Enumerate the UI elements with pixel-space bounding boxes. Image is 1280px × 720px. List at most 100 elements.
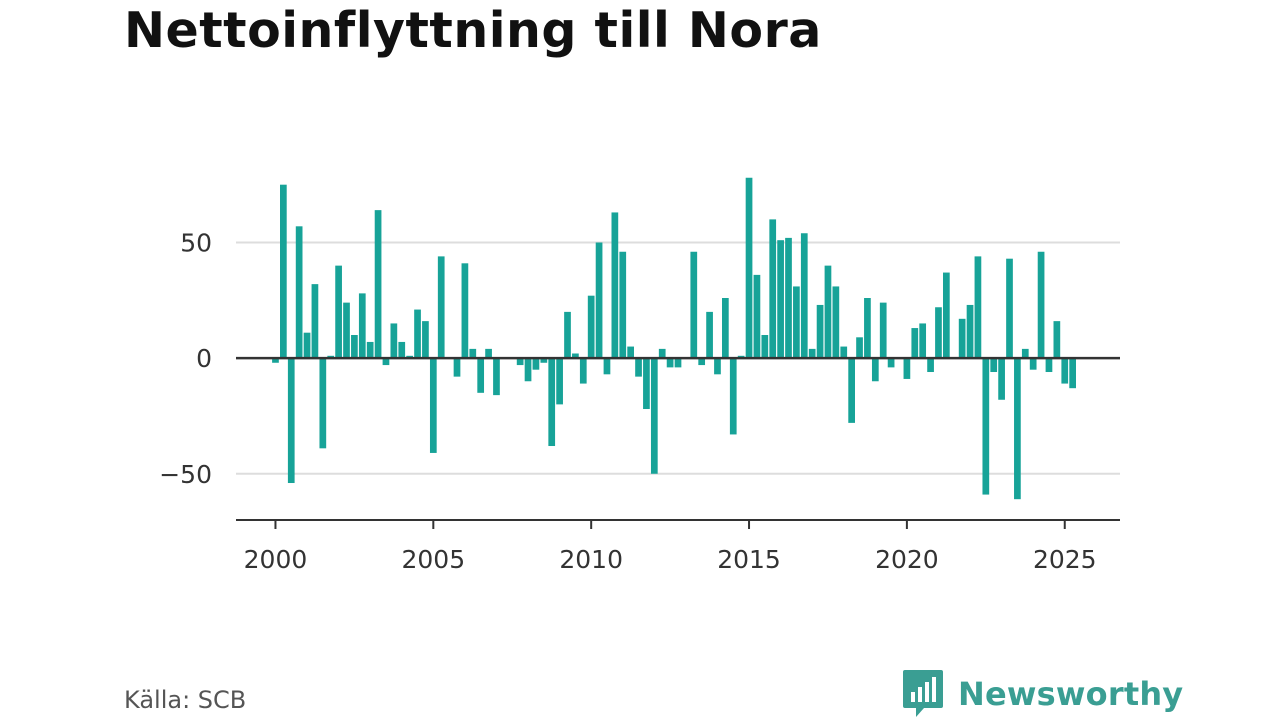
bar [469, 348, 477, 359]
bar [753, 274, 761, 359]
bar [919, 323, 927, 359]
bar [579, 358, 587, 384]
bar [966, 304, 974, 359]
bar [824, 265, 832, 359]
bar [1037, 251, 1045, 359]
bar [777, 240, 784, 359]
bar [272, 358, 279, 363]
bar-chart-speech-bubble-icon [903, 670, 943, 717]
y-tick-label: 50 [180, 229, 212, 258]
bar [650, 358, 658, 474]
x-tick-label: 2005 [402, 545, 466, 574]
bar [351, 335, 358, 359]
bar [540, 358, 548, 363]
bar [808, 348, 816, 359]
bar [374, 210, 382, 359]
bar [477, 358, 485, 393]
bar [982, 358, 990, 495]
bar [453, 358, 461, 377]
bar [706, 311, 713, 359]
bar [493, 358, 500, 396]
bar [595, 242, 603, 359]
bar [643, 358, 650, 410]
bar [800, 233, 808, 359]
bar [1021, 348, 1029, 359]
bar [927, 358, 934, 373]
x-tick-labels: 2000 2005 2010 2015 2020 2025 [244, 545, 1097, 574]
bar [816, 304, 824, 359]
bar [911, 328, 919, 359]
bar [287, 358, 295, 484]
bar [1014, 358, 1021, 500]
bar [572, 353, 579, 359]
brand-logo[interactable]: Newsworthy [902, 668, 1183, 720]
bar [998, 358, 1005, 400]
y-tick-label: 0 [196, 344, 212, 373]
bar [722, 298, 729, 359]
axes [236, 356, 1120, 529]
bar [485, 348, 492, 359]
bar [832, 286, 840, 359]
bar [303, 332, 311, 359]
bar [714, 358, 721, 375]
bar [935, 307, 942, 359]
bar [516, 358, 524, 366]
x-tick-label: 2000 [244, 545, 308, 574]
bar [856, 337, 863, 359]
x-tick-label: 2015 [717, 545, 781, 574]
bar [382, 358, 390, 366]
bar [761, 335, 769, 359]
grid-lines [236, 241, 1120, 475]
brand-name: Newsworthy [958, 675, 1184, 713]
bar [603, 358, 611, 375]
bar [1069, 358, 1076, 389]
bar [1045, 358, 1053, 373]
x-tick-label: 2025 [1033, 545, 1097, 574]
bar [319, 358, 327, 449]
bar [666, 358, 674, 368]
bar [943, 272, 950, 359]
y-tick-label: −50 [159, 460, 212, 489]
bar [1061, 358, 1069, 384]
bar [343, 302, 350, 359]
bar [548, 358, 556, 447]
x-tick-label: 2010 [559, 545, 623, 574]
bars [272, 177, 1076, 500]
bar [745, 177, 753, 359]
bar [295, 226, 303, 359]
bar [619, 251, 627, 359]
bar [564, 311, 571, 359]
bar [587, 295, 595, 359]
bar [848, 358, 855, 423]
bar [698, 358, 706, 366]
bar [864, 298, 871, 359]
bar [840, 346, 848, 359]
bar [1029, 358, 1037, 370]
bar [887, 358, 895, 368]
bar [524, 358, 532, 382]
bar [793, 286, 800, 359]
bar [990, 358, 998, 373]
bar [879, 302, 887, 359]
bar [690, 251, 698, 359]
bar [1053, 321, 1061, 359]
bar [461, 263, 469, 359]
bar [437, 256, 445, 359]
bar [398, 341, 406, 359]
bar [729, 358, 737, 435]
bar [390, 323, 398, 359]
bar [627, 346, 634, 359]
bar [358, 293, 366, 359]
bar [422, 321, 429, 359]
bar [871, 358, 879, 382]
bar [611, 212, 619, 359]
bar [429, 358, 437, 453]
bar [769, 219, 777, 359]
bar [311, 284, 319, 359]
bar [974, 256, 982, 359]
bar [658, 348, 666, 359]
y-tick-labels: −50 0 50 [159, 229, 212, 489]
bar [280, 184, 287, 359]
x-tick-label: 2020 [875, 545, 939, 574]
